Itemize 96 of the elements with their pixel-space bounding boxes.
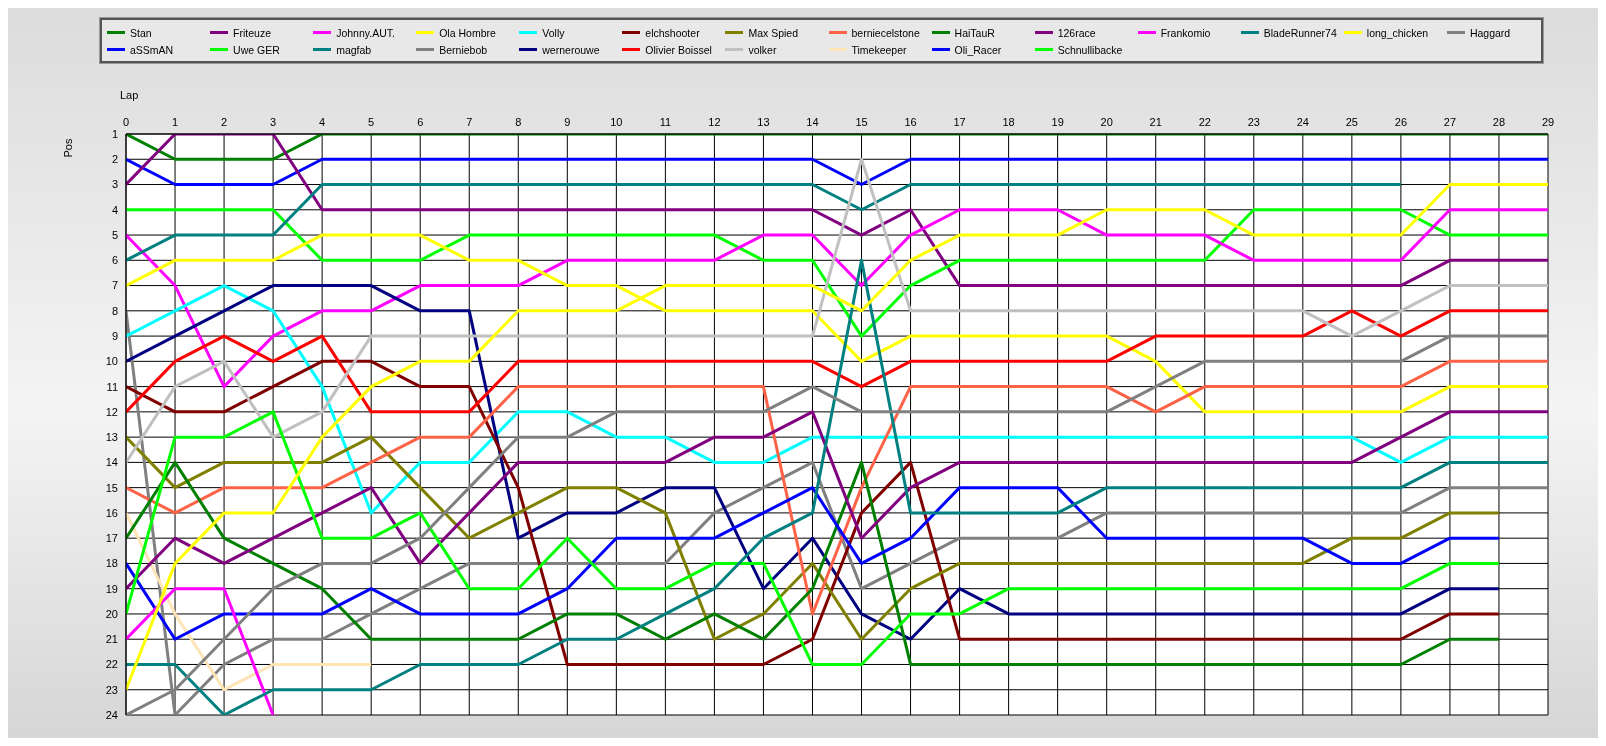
y-tick-label: 15 [105, 481, 118, 494]
line-series [126, 309, 1548, 414]
y-tick-label: 17 [105, 532, 118, 545]
x-tick-label: 25 [1345, 116, 1358, 128]
y-tick-label: 4 [111, 203, 118, 216]
x-tick-label: 20 [1100, 116, 1113, 128]
y-tick-label: 6 [111, 254, 118, 267]
legend-label: Johnny.AUT. [336, 26, 395, 39]
legend-label: HaiTauR [954, 26, 995, 39]
y-tick-label: 22 [105, 658, 118, 671]
legend-label: BladeRunner74 [1263, 26, 1337, 39]
legend-label: Schnullibacke [1057, 43, 1123, 56]
x-tick-label: 23 [1247, 116, 1260, 128]
x-axis-title: Lap [120, 89, 139, 101]
x-tick-label: 9 [564, 116, 571, 128]
x-tick-label: 3 [270, 116, 277, 128]
legend-label: long_chicken [1366, 26, 1429, 39]
x-tick-label: 18 [1002, 116, 1015, 128]
line-series [126, 183, 1403, 262]
x-tick-label: 4 [319, 116, 326, 128]
x-tick-label: 28 [1492, 116, 1506, 128]
y-tick-label: 1 [111, 127, 118, 140]
x-tick-label: 24 [1296, 116, 1309, 128]
line-series [126, 486, 1501, 641]
y-tick-label: 16 [105, 506, 118, 519]
line-series [126, 183, 1548, 692]
line-series [126, 511, 373, 692]
x-tick-label: 22 [1198, 116, 1211, 128]
x-tick-label: 13 [757, 116, 770, 128]
x-tick-label: 7 [466, 116, 473, 128]
y-tick-label: 21 [105, 633, 118, 646]
x-tick-label: 11 [659, 116, 672, 128]
y-tick-label: 8 [111, 304, 118, 317]
x-tick-label: 1 [171, 116, 179, 128]
x-tick-label: 10 [610, 116, 623, 128]
line-series [126, 435, 1501, 641]
y-tick-label: 13 [105, 431, 118, 444]
y-tick-label: 19 [105, 582, 118, 595]
x-tick-label: 6 [417, 116, 424, 128]
legend-label: Frankomio [1160, 26, 1211, 39]
line-series [126, 410, 1548, 591]
x-tick-label: 5 [368, 116, 375, 128]
legend-label: wernerouwe [542, 43, 600, 56]
x-tick-label: 21 [1149, 116, 1162, 128]
legend-label: Oli_Racer [954, 43, 1002, 56]
y-tick-label: 24 [105, 708, 118, 721]
x-tick-label: 29 [1541, 116, 1555, 128]
x-tick-label: 12 [708, 116, 721, 128]
legend-label: Volly [542, 26, 565, 39]
y-tick-label: 5 [111, 228, 118, 241]
line-series [126, 359, 1501, 666]
x-tick-label: 14 [806, 116, 819, 128]
legend-label: Olivier Boissel [645, 43, 712, 56]
y-tick-label: 2 [111, 153, 118, 166]
line-series [126, 157, 1548, 464]
line-series [126, 208, 1548, 338]
x-tick-label: 15 [855, 116, 868, 128]
line-series [126, 410, 1501, 666]
legend-label: Berniebob [439, 43, 488, 56]
y-tick-label: 11 [106, 380, 118, 393]
legend-label: aSSmAN [130, 43, 174, 56]
x-tick-label: 26 [1394, 116, 1408, 128]
x-tick-label: 8 [515, 116, 522, 128]
line-series [126, 284, 1501, 641]
legend-label: Max Spied [748, 26, 799, 39]
legend-label: Ola Hombre [439, 26, 496, 39]
legend-label: Uwe GER [233, 43, 280, 56]
line-series [126, 284, 1548, 515]
legend-label: magfab [336, 43, 372, 56]
y-tick-label: 7 [111, 279, 118, 292]
x-tick-label: 17 [953, 116, 966, 128]
y-axis-title: Pos [62, 138, 74, 158]
legend-label: Friteuze [233, 26, 271, 39]
y-tick-label: 18 [105, 557, 118, 570]
legend-label: Stan [130, 26, 152, 39]
y-tick-label: 9 [111, 329, 118, 342]
x-tick-label: 27 [1443, 116, 1457, 128]
legend-label: Haggard [1469, 26, 1511, 39]
legend-label: Timekeeper [851, 43, 907, 56]
legend-label: volker [748, 43, 777, 56]
line-series [126, 460, 1501, 666]
y-tick-label: 10 [105, 355, 118, 368]
x-tick-label: 19 [1051, 116, 1064, 128]
x-tick-label: 16 [904, 116, 917, 128]
line-series [126, 359, 1548, 616]
x-tick-label: 2 [221, 116, 228, 128]
y-tick-label: 12 [105, 405, 118, 418]
y-tick-label: 3 [111, 178, 118, 191]
line-series [126, 208, 1548, 389]
y-tick-label: 20 [105, 607, 118, 620]
legend-label: berniecelstone [851, 26, 920, 39]
x-tick-label: 0 [122, 116, 130, 128]
legend-label: 126race [1057, 26, 1096, 39]
y-tick-label: 14 [105, 456, 118, 469]
legend-label: elchshooter [645, 26, 700, 39]
y-tick-label: 23 [105, 683, 118, 696]
